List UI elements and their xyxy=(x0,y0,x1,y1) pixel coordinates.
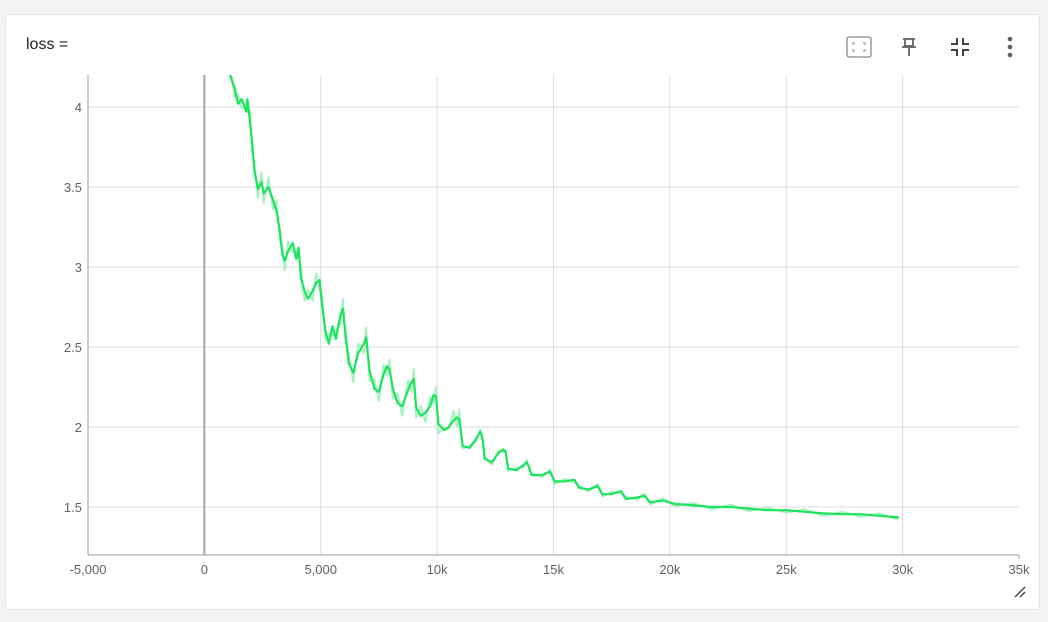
y-tick-label: 2 xyxy=(75,420,82,435)
more-options-button[interactable] xyxy=(996,33,1024,61)
x-tick-label: -5,000 xyxy=(70,562,107,577)
resize-handle-icon[interactable] xyxy=(1013,585,1027,599)
y-tick-label: 3 xyxy=(75,260,82,275)
x-tick-label: 35k xyxy=(1009,562,1030,577)
y-tick-label: 4 xyxy=(75,100,82,115)
x-tick-label: 5,000 xyxy=(304,562,337,577)
x-tick-label: 30k xyxy=(892,562,913,577)
x-tick-label: 15k xyxy=(543,562,564,577)
y-tick-label: 3.5 xyxy=(64,180,82,195)
x-tick-label: 20k xyxy=(659,562,680,577)
loss-line-chart[interactable]: 1.5 2 2.5 3 3.5 4 -5,000 0 5,000 10k 15k 20k 25k 30k 3… xyxy=(6,15,1041,611)
chart-card: loss = 1.5 2 2.5 3 3.5 4 -5,000 0 5,000 10k 15k 20k… xyxy=(5,14,1040,610)
series-raw-line xyxy=(230,75,899,521)
pin-button[interactable] xyxy=(895,33,923,61)
chart-title: loss = xyxy=(26,36,69,53)
fit-domain-icon xyxy=(846,36,872,58)
x-tick-label: 0 xyxy=(201,562,208,577)
collapse-button[interactable] xyxy=(946,33,974,61)
x-tick-label: 10k xyxy=(427,562,448,577)
more-vert-icon xyxy=(1007,36,1013,58)
fit-domain-button[interactable] xyxy=(845,33,873,61)
series-smoothed-line xyxy=(228,75,900,519)
pin-icon xyxy=(902,38,916,56)
collapse-icon xyxy=(951,38,969,56)
x-tick-label: 25k xyxy=(776,562,797,577)
y-tick-label: 1.5 xyxy=(64,500,82,515)
y-tick-label: 2.5 xyxy=(64,340,82,355)
